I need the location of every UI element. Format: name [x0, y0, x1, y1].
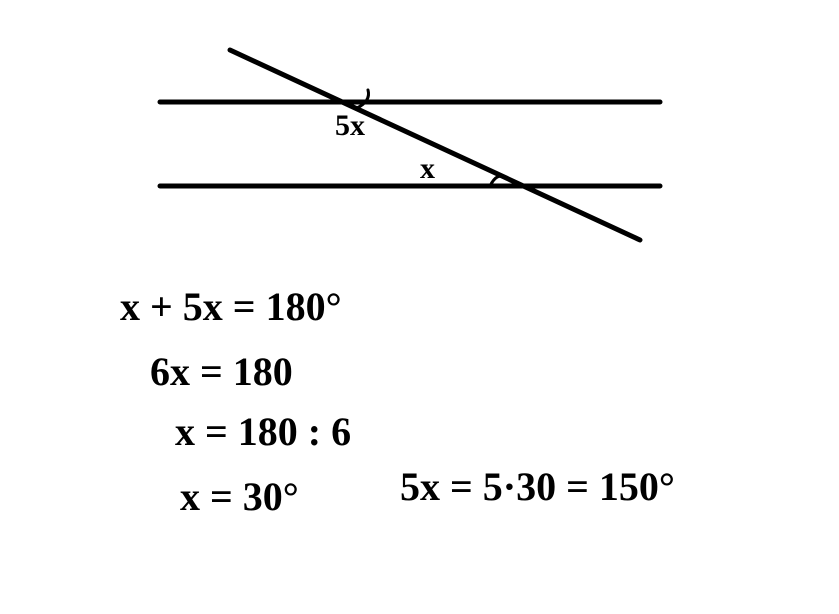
equation-line-1: x + 5x = 180° [120, 284, 342, 329]
equation-line-5: 5x = 5·30 = 150° [400, 464, 675, 509]
angle-arc-5x [357, 90, 369, 108]
angle-label-x: x [420, 152, 435, 185]
equation-line-4: x = 30° [180, 474, 299, 519]
equation-line-3: x = 180 : 6 [175, 409, 351, 454]
angle-label-5x: 5x [335, 109, 365, 142]
transversal-line [230, 50, 640, 240]
math-diagram-canvas: 5x x x + 5x = 180° 6x = 180 x = 180 : 6 … [0, 0, 839, 614]
equation-line-2: 6x = 180 [150, 349, 293, 394]
